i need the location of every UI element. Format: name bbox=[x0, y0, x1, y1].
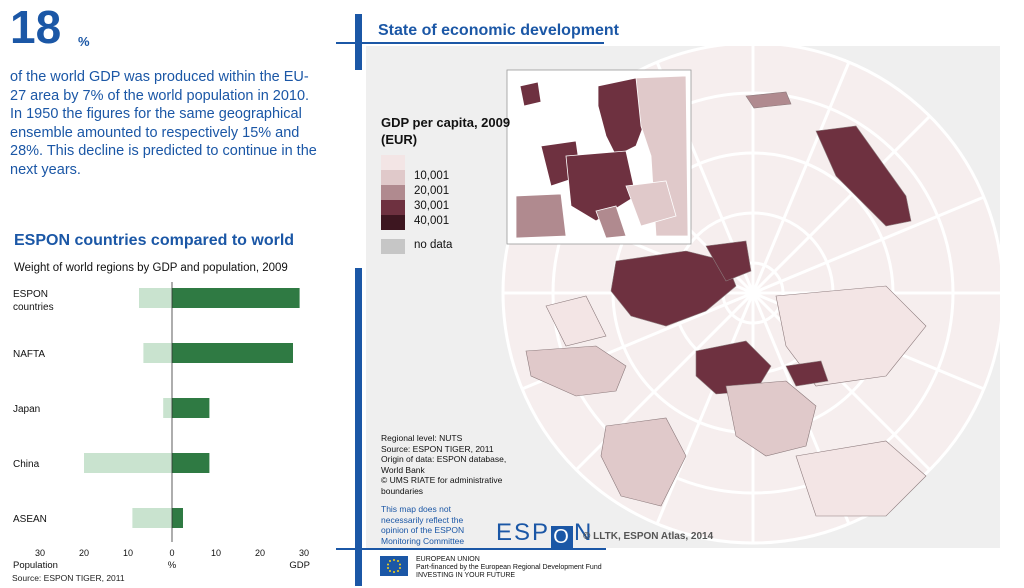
legend-title: GDP per capita, 2009 (EUR) bbox=[381, 115, 511, 147]
map-panel bbox=[366, 46, 1000, 548]
x-axis-label-center: % bbox=[168, 560, 177, 571]
eu-line-3: INVESTING IN YOUR FUTURE bbox=[416, 572, 516, 579]
headline-unit: % bbox=[78, 34, 90, 49]
category-label: ASEAN bbox=[13, 514, 47, 525]
headline-number: 18 bbox=[10, 1, 62, 53]
logo-box: O bbox=[551, 526, 574, 548]
world-map bbox=[501, 46, 1000, 545]
eu-line-1: EUROPEAN UNION bbox=[416, 556, 480, 563]
divider-vertical-bottom bbox=[355, 268, 362, 586]
logo-text-right: N bbox=[574, 519, 594, 546]
population-bar bbox=[139, 288, 172, 308]
tick-label: 10 bbox=[123, 548, 133, 558]
logo-text-left: ESP bbox=[496, 519, 551, 546]
category-label: Japan bbox=[13, 404, 40, 415]
legend-label: 40,001 bbox=[414, 215, 450, 227]
gdp-bar bbox=[172, 288, 300, 308]
legend-label: no data bbox=[414, 239, 453, 251]
tick-label: 30 bbox=[299, 548, 309, 558]
bar-chart: ESPON countries NAFTA Japan China ASEAN 30 20 10… bbox=[13, 282, 310, 571]
gdp-bar bbox=[172, 398, 210, 418]
eu-funding-text: EUROPEAN UNION Part-financed by the Euro… bbox=[416, 556, 602, 580]
divider-horizontal-bottom bbox=[336, 548, 606, 550]
tick-label: 10 bbox=[211, 548, 221, 558]
gdp-bar bbox=[172, 508, 183, 528]
legend-swatch bbox=[381, 185, 405, 200]
population-bar bbox=[84, 453, 172, 473]
legend-swatch bbox=[381, 215, 405, 230]
chart-source: Source: ESPON TIGER, 2011 bbox=[12, 573, 125, 583]
map-disclaimer: This map does not necessarily reflect th… bbox=[381, 504, 465, 546]
chart-section-title: ESPON countries compared to world bbox=[14, 232, 295, 249]
tick-label: 20 bbox=[79, 548, 89, 558]
x-axis-label-left: Population bbox=[13, 560, 58, 571]
map-credits: Regional level: NUTS Source: ESPON TIGER… bbox=[381, 433, 507, 496]
category-label: China bbox=[13, 459, 40, 470]
category-label: ESPON bbox=[13, 289, 48, 300]
x-axis-label-right: GDP bbox=[289, 560, 310, 571]
eu-line-2: Part-financed by the European Regional D… bbox=[416, 564, 602, 571]
eu-flag-icon bbox=[380, 556, 408, 576]
legend-swatch bbox=[381, 155, 405, 170]
map-title: State of economic development bbox=[378, 22, 619, 39]
map-copyright: © LLTK, ESPON Atlas, 2014 bbox=[583, 531, 714, 542]
divider-horizontal-top bbox=[336, 42, 604, 44]
population-bar bbox=[163, 398, 172, 418]
legend-label: 30,001 bbox=[414, 200, 450, 212]
category-label: countries bbox=[13, 302, 54, 313]
legend-label: 20,001 bbox=[414, 185, 450, 197]
gdp-bar bbox=[172, 453, 210, 473]
category-label: NAFTA bbox=[13, 349, 45, 360]
tick-label: 20 bbox=[255, 548, 265, 558]
population-bar bbox=[143, 343, 172, 363]
espon-logo: ESP O N bbox=[496, 519, 593, 548]
tick-label: 0 bbox=[169, 548, 174, 558]
headline-text: of the world GDP was produced within the… bbox=[10, 69, 317, 178]
legend-swatch bbox=[381, 239, 405, 254]
legend-swatch bbox=[381, 170, 405, 185]
chart-title: Weight of world regions by GDP and popul… bbox=[14, 262, 288, 274]
legend-swatch bbox=[381, 200, 405, 215]
legend-label: 10,001 bbox=[414, 170, 450, 182]
population-bar bbox=[132, 508, 172, 528]
gdp-bar bbox=[172, 343, 293, 363]
tick-label: 30 bbox=[35, 548, 45, 558]
